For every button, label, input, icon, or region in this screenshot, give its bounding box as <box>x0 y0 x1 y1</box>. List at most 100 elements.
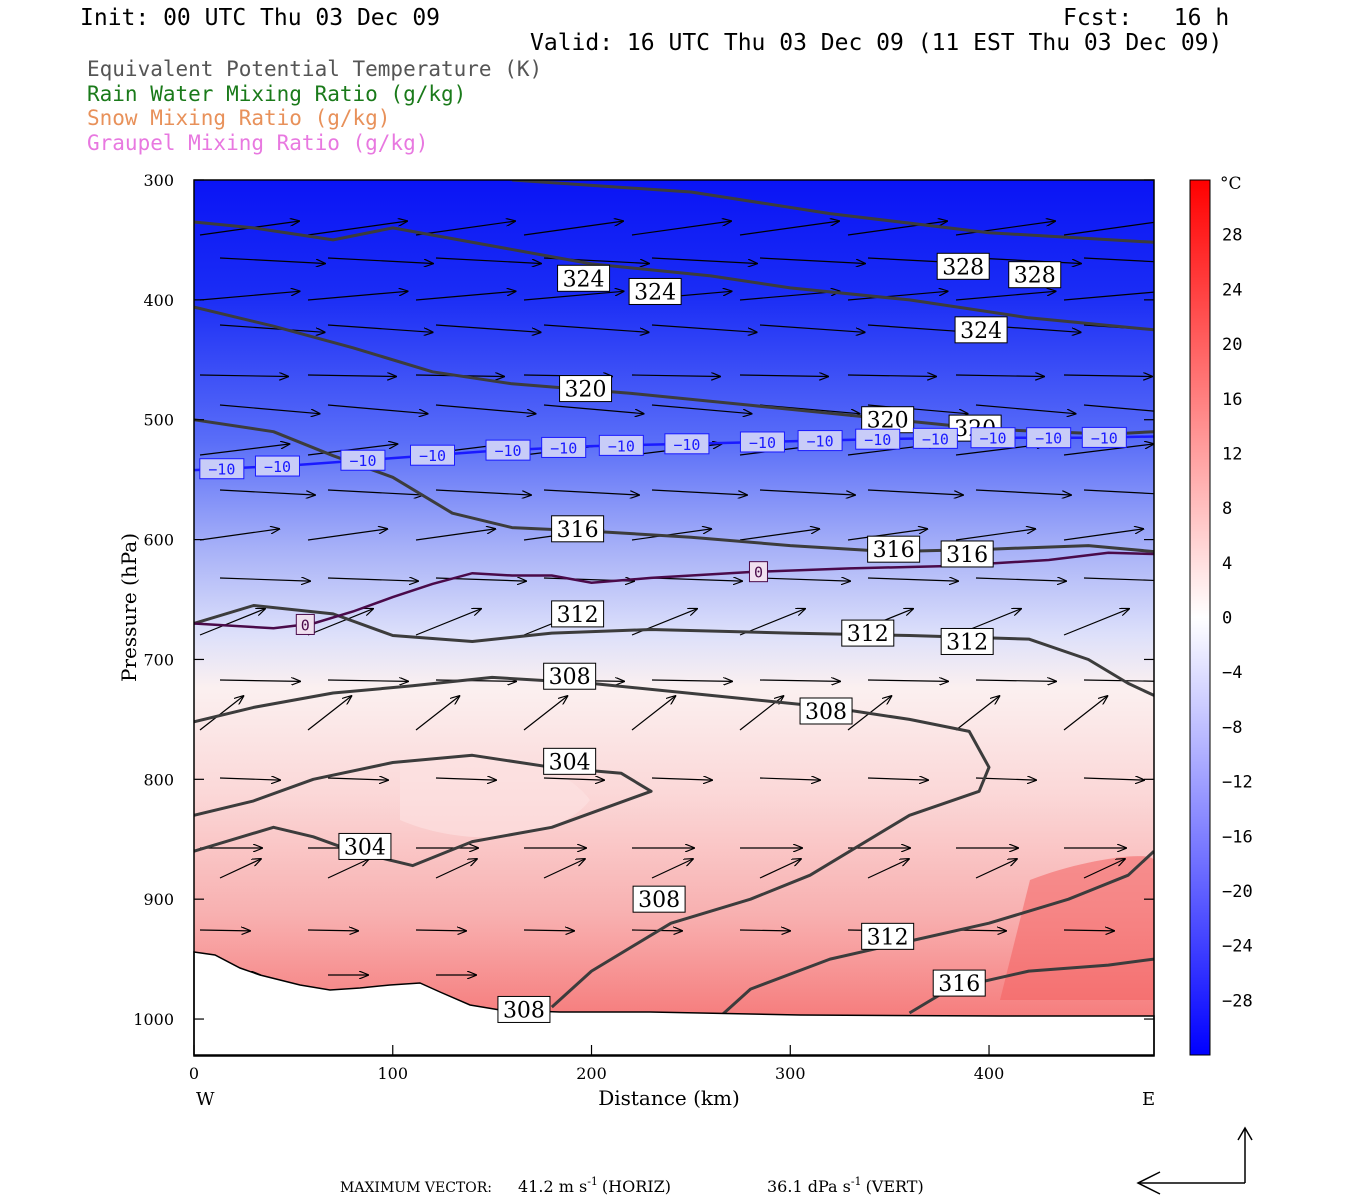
wind-vector <box>415 291 516 301</box>
y-tick-label: 500 <box>143 411 174 430</box>
colorbar-tick-label: −28 <box>1222 991 1253 1011</box>
theta-e-contour-324 <box>194 220 1154 332</box>
wind-vector <box>327 859 369 879</box>
legend-graupel: Graupel Mixing Ratio (g/kg) <box>87 131 429 155</box>
wind-vector <box>739 930 790 931</box>
wind-vector <box>1063 291 1154 301</box>
wind-vector <box>759 489 855 495</box>
wind-vector <box>219 680 300 681</box>
theta-e-label: 324 <box>628 277 682 305</box>
colorbar-tick-label: 24 <box>1222 280 1242 300</box>
wind-vector <box>523 930 574 931</box>
theta-e-label-text: 316 <box>946 543 988 568</box>
isotherm-label-box <box>1081 426 1127 448</box>
isotherm-label-box <box>664 433 710 455</box>
isotherm-label-box <box>254 455 300 477</box>
theta-e-label-box <box>497 995 551 1023</box>
theta-e-label: 316 <box>940 540 994 568</box>
wind-vector <box>219 778 280 780</box>
wind-vector <box>847 291 948 301</box>
isotherm-label: −10 <box>541 436 587 458</box>
wind-vector <box>435 257 541 264</box>
x-tick-label: 200 <box>576 1064 607 1083</box>
init-time: Init: 00 UTC Thu 03 Dec 09 <box>80 5 441 31</box>
wind-vector <box>867 859 909 879</box>
wind-vector <box>523 291 624 301</box>
x-tick-label: 100 <box>377 1064 408 1083</box>
theta-e-label: 304 <box>543 747 597 775</box>
theta-e-label-box <box>632 885 686 913</box>
wind-vector <box>759 578 850 581</box>
theta-e-label: 308 <box>497 995 551 1023</box>
wind-vector <box>759 778 820 780</box>
wind-vector <box>975 578 1066 581</box>
theta-e-contour-308 <box>194 675 991 1009</box>
theta-e-label: 304 <box>338 832 392 860</box>
theta-e-label: 316 <box>932 969 986 997</box>
wind-vector <box>631 529 711 541</box>
isotherm-label: 0 <box>295 613 315 635</box>
wind-vector <box>307 291 408 301</box>
wind-vector <box>307 529 387 541</box>
wind-vector <box>975 404 1076 414</box>
footer-horiz-value: 41.2 m s-1 (HORIZ) <box>518 1175 671 1196</box>
isotherm-label-box <box>541 436 587 458</box>
isotherm-label-text: −10 <box>208 461 235 479</box>
wind-vector <box>543 404 644 414</box>
wind-vector <box>199 609 265 636</box>
colorbar-tick-label: 28 <box>1222 226 1242 246</box>
wind-vector <box>199 529 279 541</box>
wind-vector <box>1083 257 1154 263</box>
wind-vector <box>631 221 731 236</box>
wind-vector <box>199 696 243 731</box>
wind-vector <box>219 324 325 332</box>
isotherm-label: −10 <box>1026 427 1072 449</box>
wind-vector <box>435 680 516 681</box>
theta-e-label: 320 <box>861 406 915 434</box>
wind-vector <box>847 529 927 541</box>
theta-e-contour-312 <box>194 604 1154 697</box>
theta-e-label-text: 320 <box>565 378 607 403</box>
forecast-hour: Fcst: 16 h <box>1063 5 1230 31</box>
wind-vector <box>307 609 373 636</box>
isotherm-label-box <box>797 430 843 452</box>
theta-e-label-box <box>861 922 915 950</box>
wind-vector <box>219 257 325 264</box>
isotherm-label-box <box>855 428 901 450</box>
wind-vector <box>975 489 1071 495</box>
isotherm-label-text: −10 <box>419 447 446 465</box>
isotherm-label-text: −10 <box>673 436 700 454</box>
wind-vector <box>307 221 407 236</box>
isotherm-label-box <box>970 427 1016 449</box>
wind-vector <box>759 257 865 264</box>
isotherm-label: −10 <box>739 431 785 453</box>
wind-vector <box>975 859 1017 879</box>
wind-vector <box>847 375 936 377</box>
theta-e-label: 324 <box>954 316 1008 344</box>
isotherm-label-text: −10 <box>979 430 1006 448</box>
x-tick-label: 0 <box>189 1064 199 1083</box>
theta-e-label-box <box>940 540 994 568</box>
isotherm-label: −10 <box>912 427 958 449</box>
wind-vector <box>523 221 623 236</box>
contour-labels: 3283283243243243203203203163163163123123… <box>199 252 1127 1023</box>
theta-e-label: 308 <box>632 885 686 913</box>
theta-e-label: 316 <box>867 535 921 563</box>
theta-e-contour-316 <box>908 957 1154 1015</box>
wind-vector <box>1063 375 1152 377</box>
x-axis-title: Distance (km) <box>598 1086 740 1110</box>
wind-vector <box>651 680 732 681</box>
x-end-label-west: W <box>196 1089 215 1110</box>
reference-vector-icon <box>1136 1126 1253 1195</box>
legend-snow: Snow Mixing Ratio (g/kg) <box>87 106 391 130</box>
isotherm-label: −10 <box>340 449 386 471</box>
colorbar-tick-label: 12 <box>1222 444 1242 464</box>
wind-vector <box>199 930 250 931</box>
terrain-mask <box>193 951 1155 1057</box>
wind-vector <box>219 578 310 581</box>
x-tick-label: 300 <box>775 1064 806 1083</box>
y-tick-label: 800 <box>143 770 174 789</box>
wind-vector <box>739 375 828 377</box>
theta-e-label-box <box>551 515 605 543</box>
colorbar-ticks: 28 24 20 16 12 8 4 0 −4 −8 −12 −16 −20 −24 −28 °C <box>1220 174 1253 1011</box>
